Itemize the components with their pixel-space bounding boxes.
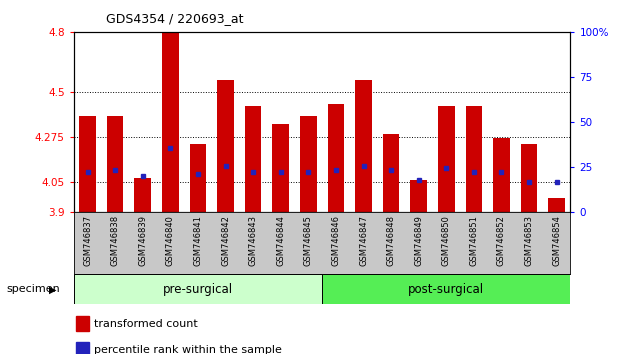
Text: GSM746850: GSM746850 (442, 215, 451, 266)
Bar (190, 144, 206, 212)
Text: GSM746845: GSM746845 (304, 215, 313, 266)
Text: post-surgical: post-surgical (408, 283, 485, 296)
Text: GSM746852: GSM746852 (497, 215, 506, 266)
Bar (549, 198, 565, 212)
Text: transformed count: transformed count (94, 319, 197, 329)
Bar (493, 138, 510, 212)
Text: specimen: specimen (6, 284, 60, 295)
Bar (217, 80, 234, 212)
Text: GSM746847: GSM746847 (359, 215, 368, 266)
Text: GSM746838: GSM746838 (111, 215, 120, 266)
Text: GSM746846: GSM746846 (331, 215, 340, 266)
Bar (135, 178, 151, 212)
Bar (383, 134, 399, 212)
Bar (79, 116, 96, 212)
Bar (74, 274, 322, 304)
Bar (107, 116, 123, 212)
Text: GSM746851: GSM746851 (469, 215, 478, 266)
Bar (520, 144, 537, 212)
Text: GSM746837: GSM746837 (83, 215, 92, 266)
Bar (76, 316, 88, 331)
Bar (438, 106, 454, 212)
Text: GSM746843: GSM746843 (249, 215, 258, 266)
Text: pre-surgical: pre-surgical (163, 283, 233, 296)
Bar (300, 116, 317, 212)
Bar (465, 106, 482, 212)
Bar (355, 80, 372, 212)
Text: percentile rank within the sample: percentile rank within the sample (94, 345, 281, 354)
Text: GSM746844: GSM746844 (276, 215, 285, 266)
Text: GDS4354 / 220693_at: GDS4354 / 220693_at (106, 12, 244, 25)
Text: GSM746848: GSM746848 (387, 215, 395, 266)
Text: GSM746841: GSM746841 (194, 215, 203, 266)
Text: GSM746840: GSM746840 (166, 215, 175, 266)
Text: GSM746853: GSM746853 (524, 215, 533, 266)
Bar (410, 180, 427, 212)
Text: GSM746849: GSM746849 (414, 215, 423, 266)
Bar (322, 274, 570, 304)
Bar (328, 104, 344, 212)
Text: GSM746839: GSM746839 (138, 215, 147, 266)
Bar (76, 342, 88, 354)
Text: GSM746842: GSM746842 (221, 215, 230, 266)
Text: GSM746854: GSM746854 (552, 215, 561, 266)
Bar (272, 124, 289, 212)
Bar (162, 32, 179, 212)
Bar (245, 106, 262, 212)
Text: ▶: ▶ (49, 284, 56, 295)
